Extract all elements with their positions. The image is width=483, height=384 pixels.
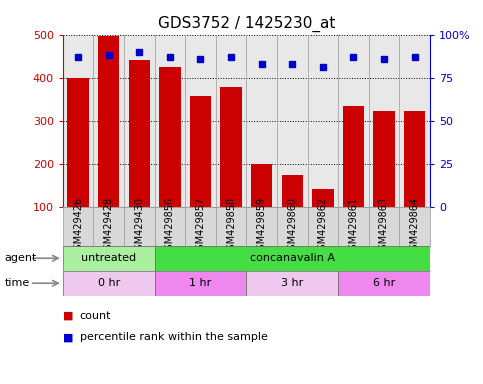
Text: ■: ■ [63, 311, 73, 321]
Text: agent: agent [5, 253, 37, 263]
Bar [190, 96, 211, 207]
Bar [159, 67, 181, 207]
Bar [98, 36, 119, 207]
Bar [216, 207, 246, 246]
Bar [277, 207, 308, 246]
Bar [220, 87, 242, 207]
Bar [373, 111, 395, 207]
Bar [155, 246, 430, 271]
Text: GSM429864: GSM429864 [410, 197, 420, 256]
Bar [93, 207, 124, 246]
Title: GDS3752 / 1425230_at: GDS3752 / 1425230_at [157, 16, 335, 32]
Text: ■: ■ [63, 332, 73, 342]
Text: GSM429863: GSM429863 [379, 197, 389, 256]
Text: GSM429861: GSM429861 [348, 197, 358, 256]
Text: GSM429430: GSM429430 [134, 197, 144, 256]
Text: 1 hr: 1 hr [189, 278, 212, 288]
Text: GSM429426: GSM429426 [73, 197, 83, 256]
Bar [251, 164, 272, 207]
Text: concanavalin A: concanavalin A [250, 253, 335, 263]
Text: GSM429428: GSM429428 [104, 197, 114, 256]
Bar [369, 207, 399, 246]
Text: 0 hr: 0 hr [98, 278, 120, 288]
Text: GSM429858: GSM429858 [226, 197, 236, 256]
Bar [155, 271, 246, 296]
Bar [68, 78, 89, 207]
Bar [155, 207, 185, 246]
Text: count: count [80, 311, 111, 321]
Bar [63, 207, 93, 246]
Bar [246, 271, 338, 296]
Bar [308, 207, 338, 246]
Bar [128, 61, 150, 207]
Text: 6 hr: 6 hr [373, 278, 395, 288]
Bar [404, 111, 425, 207]
Text: GSM429857: GSM429857 [196, 197, 205, 256]
Bar [399, 207, 430, 246]
Text: untreated: untreated [81, 253, 136, 263]
Bar [343, 106, 364, 207]
Text: GSM429860: GSM429860 [287, 197, 297, 256]
Bar [246, 207, 277, 246]
Bar [338, 207, 369, 246]
Text: GSM429859: GSM429859 [256, 197, 267, 256]
Text: GSM429856: GSM429856 [165, 197, 175, 256]
Text: time: time [5, 278, 30, 288]
Text: percentile rank within the sample: percentile rank within the sample [80, 332, 268, 342]
Bar [312, 189, 333, 207]
Bar [282, 175, 303, 207]
Text: GSM429862: GSM429862 [318, 197, 328, 256]
Bar [338, 271, 430, 296]
Bar [63, 271, 155, 296]
Text: 3 hr: 3 hr [281, 278, 303, 288]
Bar [124, 207, 155, 246]
Bar [63, 246, 155, 271]
Bar [185, 207, 216, 246]
